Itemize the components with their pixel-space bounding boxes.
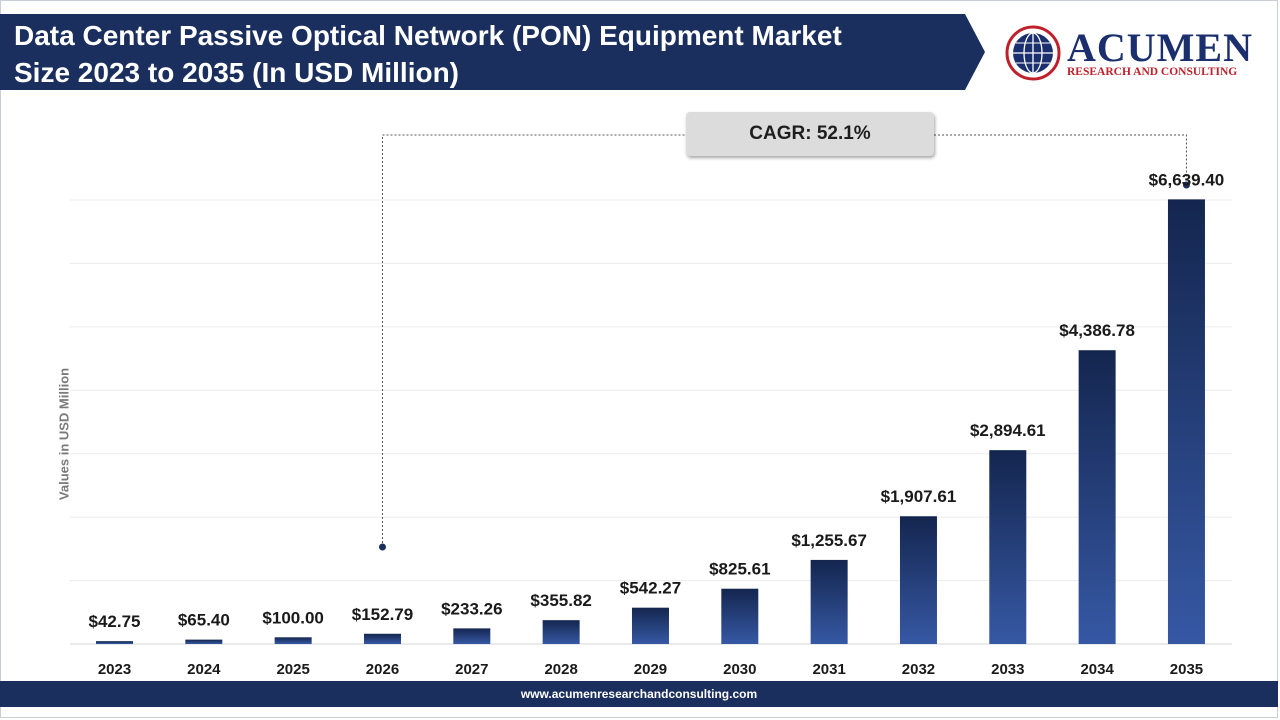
bar-2028 — [542, 620, 580, 644]
value-label-2029: $542.27 — [620, 579, 681, 598]
cagr-start-dot — [378, 543, 386, 551]
cagr-end-dot — [1182, 181, 1190, 189]
value-label-2024: $65.40 — [178, 611, 230, 630]
x-tick-2032: 2032 — [902, 661, 935, 678]
globe-icon — [1005, 25, 1061, 81]
x-tick-2031: 2031 — [812, 661, 845, 678]
bar-2035 — [1167, 199, 1205, 644]
cagr-dotted-line — [381, 134, 1187, 547]
x-tick-2028: 2028 — [544, 661, 577, 678]
bar-2027 — [453, 628, 491, 644]
bars — [96, 199, 1205, 644]
bar-2032 — [899, 516, 937, 644]
value-label-2028: $355.82 — [530, 591, 591, 610]
value-label-2027: $233.26 — [441, 599, 502, 618]
value-label-2025: $100.00 — [262, 608, 323, 627]
value-label-2032: $1,907.61 — [881, 487, 957, 506]
x-tick-labels: 2023 2024 2025 2026 2027 2028 2029 2030 2031 2032… — [98, 661, 1203, 678]
logo-tagline: RESEARCH AND CONSULTING — [1067, 66, 1238, 78]
footer-url: www.acumenresearchandconsulting.com — [0, 681, 1278, 707]
chart-title-line-1: Data Center Passive Optical Network (PON… — [14, 20, 842, 51]
bar-2029 — [631, 607, 669, 644]
cagr-callout: CAGR: 52.1% — [686, 112, 934, 156]
bar-2034 — [1078, 350, 1116, 644]
x-tick-2025: 2025 — [276, 661, 309, 678]
x-tick-2035: 2035 — [1170, 661, 1203, 678]
bar-2025 — [274, 637, 312, 644]
y-axis-label-text: Values in USD Million — [56, 367, 72, 501]
value-label-2030: $825.61 — [709, 560, 770, 579]
value-label-2034: $4,386.78 — [1059, 321, 1135, 340]
bar-2030 — [721, 588, 759, 644]
chart-title-line-2: Size 2023 to 2035 (In USD Million) — [14, 57, 460, 88]
x-tick-2026: 2026 — [366, 661, 399, 678]
bar-2023 — [96, 641, 133, 644]
value-label-2031: $1,255.67 — [791, 531, 867, 550]
x-tick-2033: 2033 — [991, 661, 1024, 678]
chart-title: Data Center Passive Optical Network (PON… — [14, 17, 964, 91]
value-label-2035: $6,639.40 — [1149, 170, 1225, 189]
value-label-2026: $152.79 — [352, 605, 413, 624]
acumen-logo: ACUMEN RESEARCH AND CONSULTING — [1003, 20, 1263, 86]
value-label-2033: $2,894.61 — [970, 421, 1046, 440]
logo-name: ACUMEN — [1067, 25, 1253, 70]
x-tick-2024: 2024 — [187, 661, 221, 678]
x-tick-2029: 2029 — [634, 661, 667, 678]
bar-2026 — [363, 633, 401, 644]
x-tick-2027: 2027 — [455, 661, 488, 678]
gridlines — [70, 199, 1232, 645]
bar-2031 — [810, 559, 848, 644]
value-labels: $42.75 $65.40 $100.00 $152.79 $233.26 $355.82… — [89, 170, 1225, 631]
x-tick-2023: 2023 — [98, 661, 131, 678]
x-tick-2030: 2030 — [723, 661, 756, 678]
value-label-2023: $42.75 — [89, 612, 141, 631]
cagr-connector — [378, 134, 1190, 551]
x-tick-2034: 2034 — [1080, 661, 1114, 678]
bar-2033 — [989, 450, 1027, 644]
bar-2024 — [185, 639, 223, 644]
title-banner — [0, 14, 985, 90]
